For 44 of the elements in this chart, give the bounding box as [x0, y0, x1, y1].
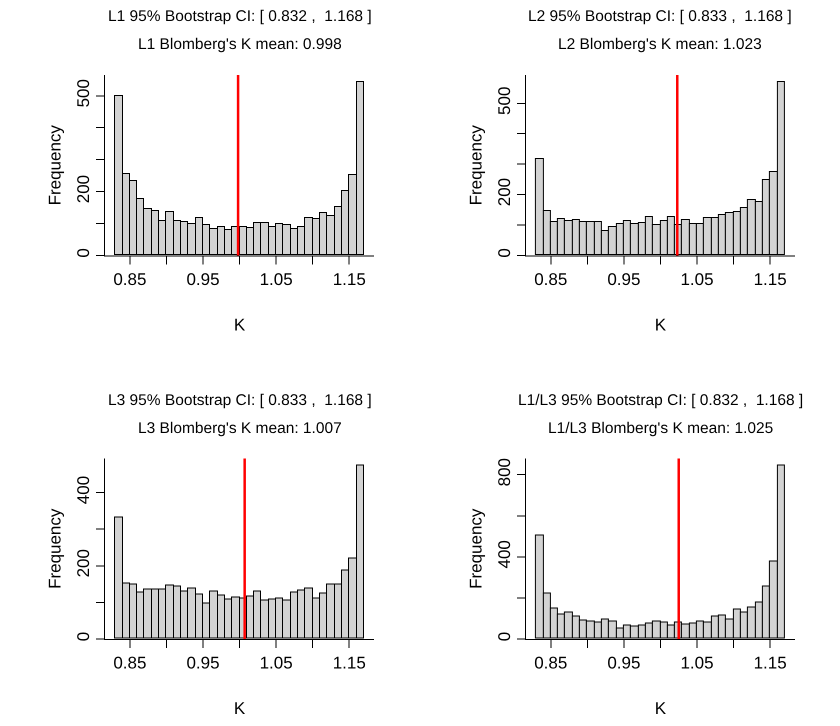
y-tick-label: 0: [74, 248, 94, 258]
x-tick-label: 1.15: [332, 270, 366, 289]
y-tick-label: 200: [74, 174, 94, 204]
y-axis-title: Frequency: [46, 508, 65, 589]
x-tick-label: 0.95: [607, 270, 640, 289]
y-tick-label: 200: [74, 549, 94, 578]
y-tick-label: 0: [495, 248, 514, 258]
chart-subtitle: L3 Blomberg's K mean: 1.007: [138, 420, 342, 437]
x-tick-label: 1.05: [260, 653, 293, 672]
chart-title: L2 95% Bootstrap CI: [ 0.833 , 1.168 ]: [528, 8, 792, 25]
y-tick-label: 400: [495, 540, 514, 569]
x-tick-label: 1.15: [754, 270, 787, 289]
x-tick-label: 1.05: [680, 270, 714, 289]
x-axis-title: K: [654, 315, 667, 334]
x-tick-label: 0.85: [534, 653, 568, 672]
x-axis-title: K: [654, 698, 667, 718]
x-tick-label: 1.05: [260, 270, 293, 289]
x-tick-label: 0.85: [534, 270, 568, 289]
x-tick-label: 1.15: [332, 653, 366, 672]
y-tick-label: 0: [495, 632, 514, 642]
y-axis-title: Frequency: [466, 124, 486, 206]
y-tick-label: 200: [495, 178, 514, 206]
x-tick-label: 0.85: [113, 270, 146, 289]
x-tick-label: 1.05: [680, 653, 714, 672]
y-tick-label: 500: [74, 79, 94, 108]
y-tick-label: 800: [495, 458, 514, 486]
chart-title: L3 95% Bootstrap CI: [ 0.833 , 1.168 ]: [108, 392, 372, 409]
y-tick-label: 500: [495, 86, 514, 115]
x-tick-label: 1.15: [754, 653, 787, 672]
y-tick-label: 0: [74, 632, 94, 642]
x-tick-label: 0.95: [607, 653, 640, 672]
x-tick-label: 0.95: [186, 270, 220, 289]
x-tick-label: 0.85: [113, 653, 146, 672]
chart-subtitle: L1/L3 Blomberg's K mean: 1.025: [548, 420, 774, 437]
x-axis-title: K: [234, 315, 246, 334]
y-axis-title: Frequency: [466, 508, 486, 589]
chart-subtitle: L1 Blomberg's K mean: 0.998: [138, 36, 342, 53]
chart-title: L1/L3 95% Bootstrap CI: [ 0.832 , 1.168 ]: [518, 392, 804, 409]
x-tick-label: 0.95: [186, 653, 220, 672]
x-axis-title: K: [234, 698, 246, 718]
chart-subtitle: L2 Blomberg's K mean: 1.023: [558, 36, 762, 53]
y-tick-label: 400: [74, 476, 94, 504]
chart-title: L1 95% Bootstrap CI: [ 0.832 , 1.168 ]: [108, 8, 372, 25]
y-axis-title: Frequency: [46, 124, 65, 206]
